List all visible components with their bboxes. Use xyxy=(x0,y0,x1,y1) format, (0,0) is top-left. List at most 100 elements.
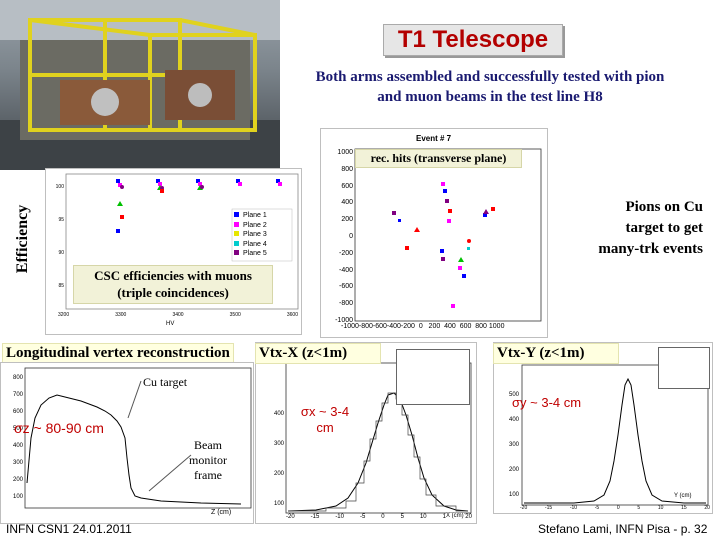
legend-label: Plane 1 xyxy=(243,212,267,219)
legend-item: Plane 4 xyxy=(234,240,267,250)
telescope-photo-drawing xyxy=(0,0,280,170)
legend-label: Plane 2 xyxy=(243,221,267,229)
vtx-y-plot-svg xyxy=(521,364,709,506)
y-tick: 700 xyxy=(12,392,23,398)
telescope-photo xyxy=(0,0,280,170)
longitudinal-xlabel: Z (cm) xyxy=(211,509,232,516)
vtx-y-xlabel: Y (cm) xyxy=(674,493,692,499)
efficiency-ylabel-text: Efficiency xyxy=(14,204,31,274)
x-tick: -20 xyxy=(520,505,528,511)
event-label: rec. hits (transverse plane) xyxy=(355,149,522,168)
y-tick: 300 xyxy=(273,441,284,447)
legend-swatch xyxy=(234,212,239,217)
legend-item: Plane 3 xyxy=(234,230,267,240)
slide-subtitle: Both arms assembled and successfully tes… xyxy=(280,67,700,107)
subtitle-line-1: Both arms assembled and successfully tes… xyxy=(315,69,665,85)
x-tick: 20 xyxy=(704,505,710,511)
beam-monitor-note: Beam monitor frame xyxy=(180,438,236,483)
y-tick: 1000 xyxy=(337,149,353,156)
efficiency-plot: 100 95 90 85 3200 3300 3400 3500 3600 HV… xyxy=(45,168,302,335)
beam-note-line-1: Beam xyxy=(194,438,222,452)
y-tick: 200 xyxy=(273,471,284,477)
y-tick: 600 xyxy=(341,182,353,190)
longitudinal-y-ticks: 800 700 600 500 400 300 200 100 xyxy=(1,370,23,506)
sigma-x-label: σx ~ 3-4 cm xyxy=(293,404,357,436)
legend-swatch xyxy=(234,250,239,255)
vtx-x-plot-svg xyxy=(285,362,472,514)
vtx-x-stat-box xyxy=(396,349,470,405)
x-tick: 3600 xyxy=(286,312,298,318)
vtx-y-heading: Vtx-Y (z<1m) xyxy=(493,343,619,364)
side-note-line-3: many-trk events xyxy=(598,241,703,257)
sigma-z-label: σz ~ 80-90 cm xyxy=(14,420,104,436)
y-tick: 0 xyxy=(349,232,353,240)
beam-note-line-2: monitor xyxy=(189,453,227,467)
x-tick: 3500 xyxy=(229,312,241,318)
y-tick: 400 xyxy=(508,417,519,423)
x-tick: 15 xyxy=(681,505,687,511)
y-tick: -200 xyxy=(338,249,353,257)
x-tick: 3300 xyxy=(115,312,127,318)
title-box: T1 Telescope xyxy=(383,24,563,56)
x-tick: 3200 xyxy=(58,312,70,318)
sigma-x-line-1: σx ~ 3-4 xyxy=(300,404,350,419)
event-x-ticks: -1000-800-600-400-200 0 200 400 600 800 … xyxy=(341,323,505,330)
x-tick: 15 xyxy=(442,514,450,520)
vtx-y-x-ticks: -20 -15 -10 -5 0 5 10 15 20 xyxy=(520,505,710,511)
y-tick: -600 xyxy=(338,283,353,291)
y-tick: 100 xyxy=(508,492,519,498)
efficiency-caption-line-1: CSC efficiencies with muons xyxy=(94,268,252,283)
longitudinal-plot-svg xyxy=(24,367,252,509)
y-tick: 85 xyxy=(58,283,64,289)
y-tick: 90 xyxy=(58,250,64,256)
beam-note-line-3: frame xyxy=(194,468,222,482)
legend-swatch xyxy=(234,240,239,246)
y-tick: 300 xyxy=(12,460,23,466)
efficiency-x-ticks: 3200 3300 3400 3500 3600 xyxy=(58,312,298,318)
y-tick: 500 xyxy=(12,426,23,432)
vtx-y-plot: 500 400 300 200 100 -20 -15 -10 -5 0 5 1… xyxy=(493,342,713,514)
legend-label: Plane 5 xyxy=(243,250,267,257)
y-tick: 800 xyxy=(12,375,23,381)
y-tick: 300 xyxy=(508,442,519,448)
vtx-x-y-ticks: 400 300 200 100 xyxy=(258,399,284,519)
vtx-y-stat-box xyxy=(658,347,710,389)
y-tick: 100 xyxy=(273,501,284,507)
y-tick: 95 xyxy=(58,217,64,223)
x-tick: 5 xyxy=(400,514,404,520)
event-y-ticks: 1000 800 600 400 200 0 -200 -400 -600 -8… xyxy=(321,145,353,330)
efficiency-caption-line-2: (triple coincidences) xyxy=(117,285,229,300)
side-note-line-1: Pions on Cu xyxy=(625,199,703,215)
y-tick: 100 xyxy=(12,494,23,500)
legend-item: Plane 5 xyxy=(234,249,267,259)
legend-swatch xyxy=(234,221,239,227)
hit-markers xyxy=(392,182,495,308)
slide-title: T1 Telescope xyxy=(397,26,549,53)
event-title: Event # 7 xyxy=(416,134,452,143)
y-tick: -1000 xyxy=(335,316,353,324)
y-tick: 800 xyxy=(341,165,353,173)
cu-target-label: Cu target xyxy=(143,375,188,389)
x-tick: -15 xyxy=(544,505,553,511)
event-display-svg xyxy=(354,148,542,322)
x-tick: 0 xyxy=(381,514,385,520)
legend-item: Plane 1 xyxy=(234,211,267,221)
legend-label: Plane 4 xyxy=(243,240,267,248)
x-tick: 10 xyxy=(657,505,664,511)
efficiency-ylabel: Efficiency xyxy=(14,194,32,284)
event-side-note: Pions on Cu target to get many-trk event… xyxy=(555,197,703,260)
legend-label: Plane 3 xyxy=(243,231,267,238)
legend-item: Plane 2 xyxy=(234,221,267,231)
y-tick: 400 xyxy=(341,199,353,207)
vtx-x-x-ticks: -20 -15 -10 -5 0 5 10 15 20 xyxy=(286,514,472,520)
longitudinal-plot: 800 700 600 500 400 300 200 100 Z (cm) xyxy=(0,362,254,524)
subtitle-line-2: and muon beams in the test line H8 xyxy=(377,89,603,105)
x-tick: 5 xyxy=(637,505,641,511)
longitudinal-heading: Longitudinal vertex reconstruction xyxy=(2,343,234,364)
y-tick: 400 xyxy=(273,411,284,417)
legend-swatch xyxy=(234,231,239,236)
vtx-x-plot: 400 300 200 100 -20 -15 -10 -5 0 5 10 15… xyxy=(255,342,477,524)
x-tick: -15 xyxy=(310,514,320,520)
efficiency-legend: Plane 1 Plane 2 Plane 3 Plane 4 Plane 5 xyxy=(234,211,267,259)
sigma-y-label: σy ~ 3-4 cm xyxy=(512,395,582,410)
